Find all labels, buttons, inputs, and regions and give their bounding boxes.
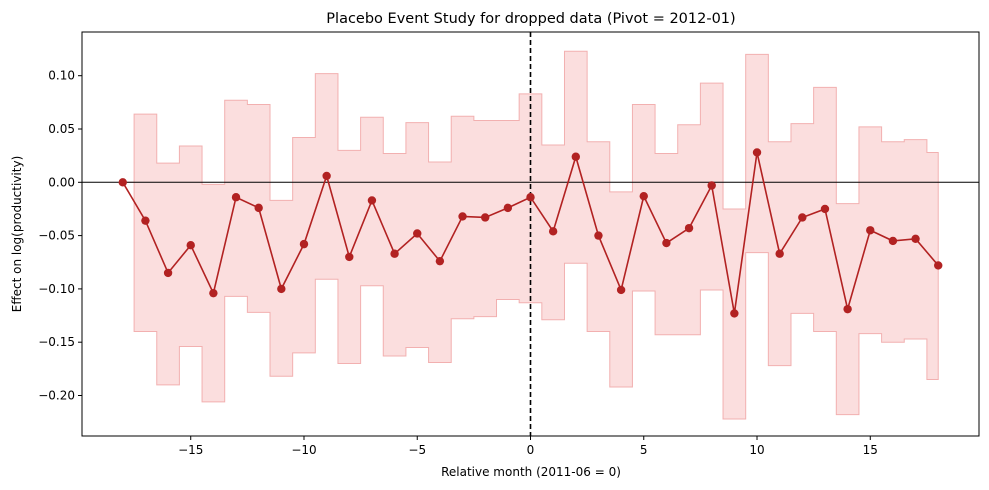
data-point <box>141 216 150 225</box>
y-tick-label: −0.20 <box>38 388 75 402</box>
y-tick-label: −0.15 <box>38 335 75 349</box>
x-axis-label: Relative month (2011-06 = 0) <box>441 465 621 479</box>
data-point <box>254 203 263 213</box>
data-point <box>367 196 377 205</box>
data-point <box>209 288 218 298</box>
data-point <box>843 304 852 314</box>
data-point <box>277 284 286 294</box>
data-point <box>934 261 943 270</box>
data-point <box>798 213 807 222</box>
data-point <box>571 152 580 161</box>
data-point <box>435 256 445 266</box>
data-point <box>662 238 671 248</box>
data-point <box>118 178 127 187</box>
x-tick-label: −15 <box>178 443 203 457</box>
data-point <box>752 148 762 157</box>
data-point <box>707 181 716 190</box>
data-point <box>684 223 694 233</box>
y-tick-label: 0.05 <box>48 122 75 136</box>
data-point <box>413 229 422 238</box>
chart-title: Placebo Event Study for dropped data (Pi… <box>326 11 735 27</box>
data-point <box>888 236 898 246</box>
series-points <box>118 148 943 318</box>
data-point <box>481 213 490 222</box>
x-tick-label: 10 <box>749 443 764 457</box>
y-tick-label: −0.10 <box>38 282 75 296</box>
data-point <box>616 285 626 295</box>
data-point <box>639 191 648 201</box>
data-point <box>866 226 875 235</box>
data-point <box>911 234 920 243</box>
y-tick-label: 0.00 <box>48 175 75 189</box>
data-point <box>231 193 241 202</box>
plot-area <box>81 31 980 437</box>
data-point <box>594 231 603 240</box>
x-tick-label: −5 <box>408 443 426 457</box>
data-point <box>345 252 354 262</box>
y-axis-ticks: 0.10 0.05 0.00 −0.05 −0.10 −0.15 −0.20 <box>38 69 82 402</box>
data-point <box>186 240 195 250</box>
data-point <box>503 203 513 213</box>
data-point <box>299 239 309 249</box>
data-point <box>163 268 173 278</box>
y-axis-label: Effect on log(productivity) <box>10 156 24 313</box>
x-tick-label: −10 <box>291 443 316 457</box>
x-tick-label: 5 <box>640 443 648 457</box>
y-tick-label: −0.05 <box>38 229 75 243</box>
data-point <box>458 212 467 221</box>
x-axis-ticks: −15 −10 −5 0 5 10 15 <box>178 436 878 457</box>
data-point <box>820 204 830 214</box>
data-point <box>548 227 558 236</box>
y-tick-label: 0.10 <box>48 69 75 83</box>
data-point <box>322 171 331 181</box>
x-tick-label: 0 <box>527 443 535 457</box>
x-tick-label: 15 <box>863 443 878 457</box>
data-point <box>775 249 784 258</box>
data-point <box>390 249 399 258</box>
data-point <box>730 309 739 318</box>
data-point <box>526 193 535 202</box>
